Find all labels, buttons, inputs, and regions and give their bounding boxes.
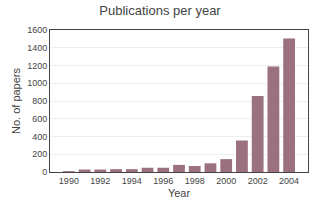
svg-text:2002: 2002 <box>248 176 268 186</box>
svg-text:No. of papers: No. of papers <box>10 67 22 134</box>
svg-text:800: 800 <box>32 96 47 106</box>
svg-text:600: 600 <box>32 114 47 124</box>
svg-text:2004: 2004 <box>279 176 299 186</box>
svg-text:400: 400 <box>32 132 47 142</box>
svg-text:1990: 1990 <box>59 176 79 186</box>
svg-text:200: 200 <box>32 149 47 159</box>
svg-text:1000: 1000 <box>27 78 47 88</box>
svg-text:1600: 1600 <box>27 25 47 35</box>
svg-text:Year: Year <box>168 187 191 199</box>
svg-text:1400: 1400 <box>27 43 47 53</box>
svg-text:1996: 1996 <box>153 176 173 186</box>
svg-text:1992: 1992 <box>90 176 110 186</box>
svg-text:2000: 2000 <box>216 176 236 186</box>
svg-text:1994: 1994 <box>122 176 142 186</box>
svg-text:Publications per year: Publications per year <box>99 3 221 18</box>
svg-text:1998: 1998 <box>185 176 205 186</box>
svg-text:0: 0 <box>42 167 47 177</box>
svg-text:1200: 1200 <box>27 61 47 71</box>
